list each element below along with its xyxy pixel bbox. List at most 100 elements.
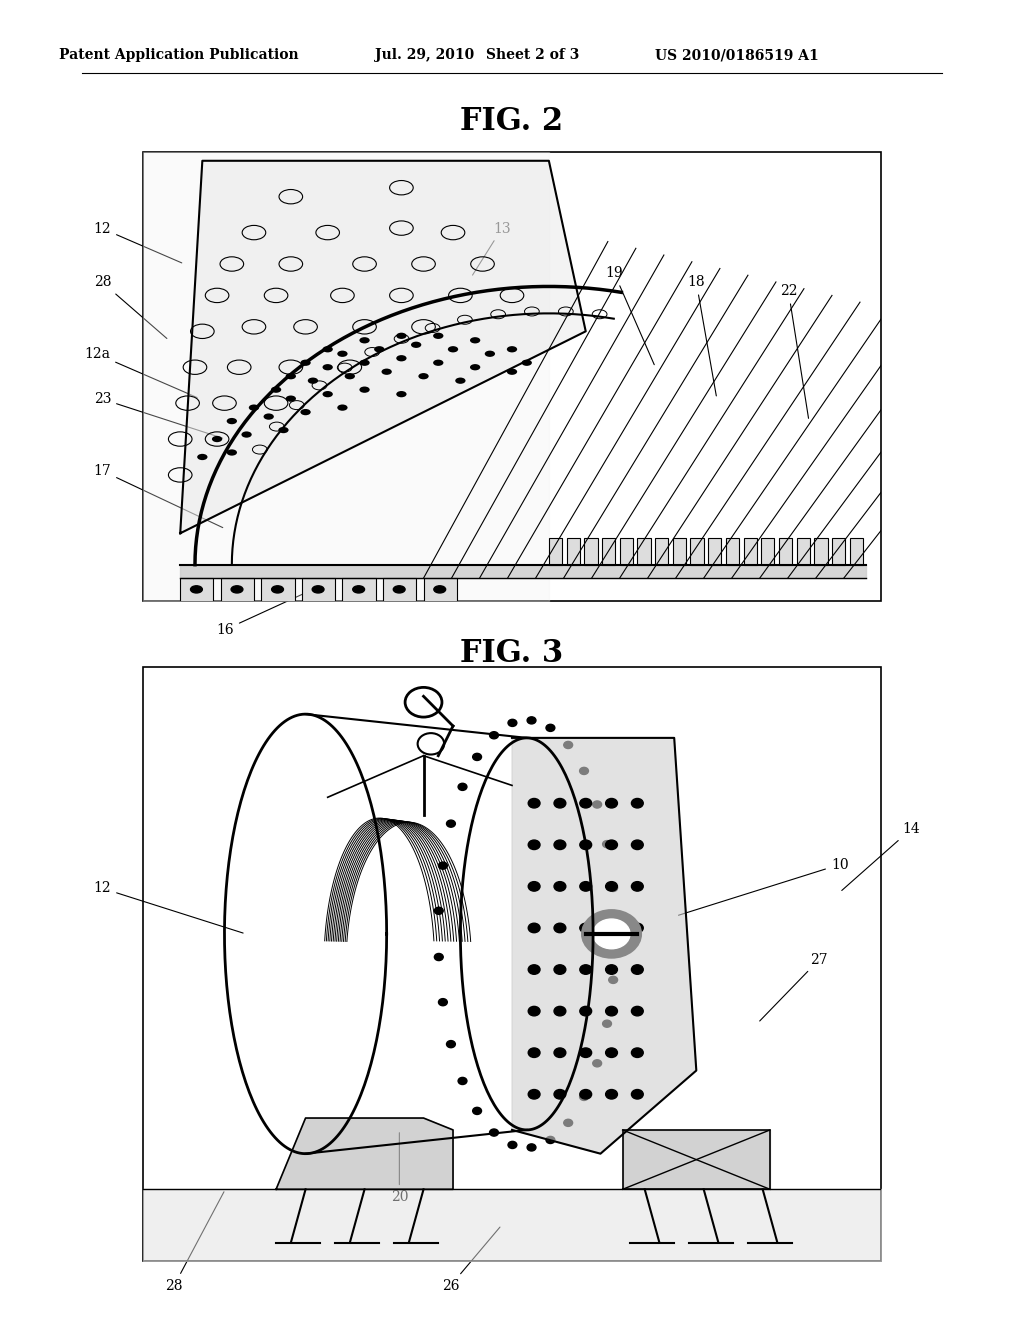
Bar: [143, 152, 881, 601]
Circle shape: [396, 391, 407, 397]
Circle shape: [411, 342, 421, 348]
Circle shape: [300, 409, 310, 416]
Circle shape: [528, 882, 540, 891]
Circle shape: [554, 1089, 566, 1100]
Circle shape: [352, 586, 365, 593]
Circle shape: [554, 965, 566, 974]
Circle shape: [564, 1119, 572, 1126]
Text: Patent Application Publication: Patent Application Publication: [59, 49, 299, 62]
Text: 14: 14: [842, 822, 921, 891]
Circle shape: [605, 1048, 617, 1057]
Circle shape: [605, 1006, 617, 1016]
Circle shape: [419, 374, 429, 379]
Text: 13: 13: [472, 222, 511, 275]
Circle shape: [308, 378, 318, 384]
Bar: [850, 537, 863, 565]
Circle shape: [359, 337, 370, 343]
Circle shape: [528, 965, 540, 974]
Circle shape: [554, 1048, 566, 1057]
Text: 22: 22: [779, 284, 809, 418]
Text: 20: 20: [390, 1133, 409, 1204]
Bar: [143, 667, 881, 1261]
Circle shape: [593, 919, 630, 949]
Text: Jul. 29, 2010: Jul. 29, 2010: [376, 49, 474, 62]
Circle shape: [438, 862, 447, 869]
Circle shape: [337, 351, 347, 356]
Polygon shape: [623, 1130, 770, 1189]
Circle shape: [632, 923, 643, 933]
Circle shape: [212, 436, 222, 442]
Circle shape: [396, 333, 407, 339]
Text: 26: 26: [441, 1228, 500, 1292]
Circle shape: [610, 931, 620, 937]
Circle shape: [632, 1006, 643, 1016]
Text: 12a: 12a: [84, 347, 198, 397]
Text: 28: 28: [165, 1192, 224, 1292]
Bar: [549, 537, 562, 565]
Circle shape: [527, 1144, 536, 1151]
Circle shape: [446, 820, 456, 828]
Circle shape: [507, 368, 517, 375]
Circle shape: [393, 586, 406, 593]
Circle shape: [582, 911, 641, 958]
Circle shape: [605, 840, 617, 850]
Circle shape: [528, 923, 540, 933]
Circle shape: [190, 586, 203, 593]
Text: 19: 19: [605, 267, 654, 364]
Circle shape: [593, 1060, 602, 1067]
Bar: [342, 578, 376, 610]
Bar: [620, 537, 633, 565]
Circle shape: [580, 965, 592, 974]
Bar: [602, 537, 615, 565]
Circle shape: [580, 1089, 592, 1100]
Circle shape: [446, 1040, 456, 1048]
Circle shape: [528, 799, 540, 808]
Polygon shape: [276, 1118, 453, 1189]
Bar: [383, 578, 416, 610]
Circle shape: [528, 840, 540, 850]
Circle shape: [508, 1142, 517, 1148]
Polygon shape: [180, 161, 586, 533]
Circle shape: [396, 355, 407, 362]
Bar: [797, 537, 810, 565]
Text: Sheet 2 of 3: Sheet 2 of 3: [485, 49, 580, 62]
Circle shape: [470, 364, 480, 371]
Bar: [424, 578, 457, 610]
Bar: [637, 537, 650, 565]
Circle shape: [434, 907, 443, 915]
Circle shape: [605, 882, 617, 891]
Circle shape: [580, 882, 592, 891]
Circle shape: [271, 586, 284, 593]
Circle shape: [580, 799, 592, 808]
Bar: [814, 537, 827, 565]
Circle shape: [489, 731, 499, 739]
Circle shape: [433, 359, 443, 366]
Circle shape: [508, 719, 517, 726]
Circle shape: [608, 977, 617, 983]
Circle shape: [580, 923, 592, 933]
Circle shape: [231, 586, 243, 593]
Circle shape: [359, 359, 370, 366]
Circle shape: [434, 586, 445, 593]
Text: US 2010/0186519 A1: US 2010/0186519 A1: [655, 49, 819, 62]
Text: FIG. 2: FIG. 2: [461, 106, 563, 137]
Bar: [566, 537, 580, 565]
Circle shape: [456, 378, 466, 384]
Bar: [831, 537, 845, 565]
Circle shape: [632, 882, 643, 891]
Circle shape: [323, 391, 333, 397]
Text: 28: 28: [93, 276, 167, 338]
Circle shape: [286, 396, 296, 401]
Circle shape: [546, 725, 555, 731]
Circle shape: [345, 374, 355, 379]
Circle shape: [382, 368, 392, 375]
Circle shape: [580, 1048, 592, 1057]
Circle shape: [546, 1137, 555, 1143]
Circle shape: [632, 1089, 643, 1100]
Circle shape: [527, 717, 536, 723]
Circle shape: [528, 1006, 540, 1016]
Circle shape: [521, 359, 531, 366]
Circle shape: [554, 840, 566, 850]
Circle shape: [593, 801, 602, 808]
Circle shape: [602, 841, 611, 847]
